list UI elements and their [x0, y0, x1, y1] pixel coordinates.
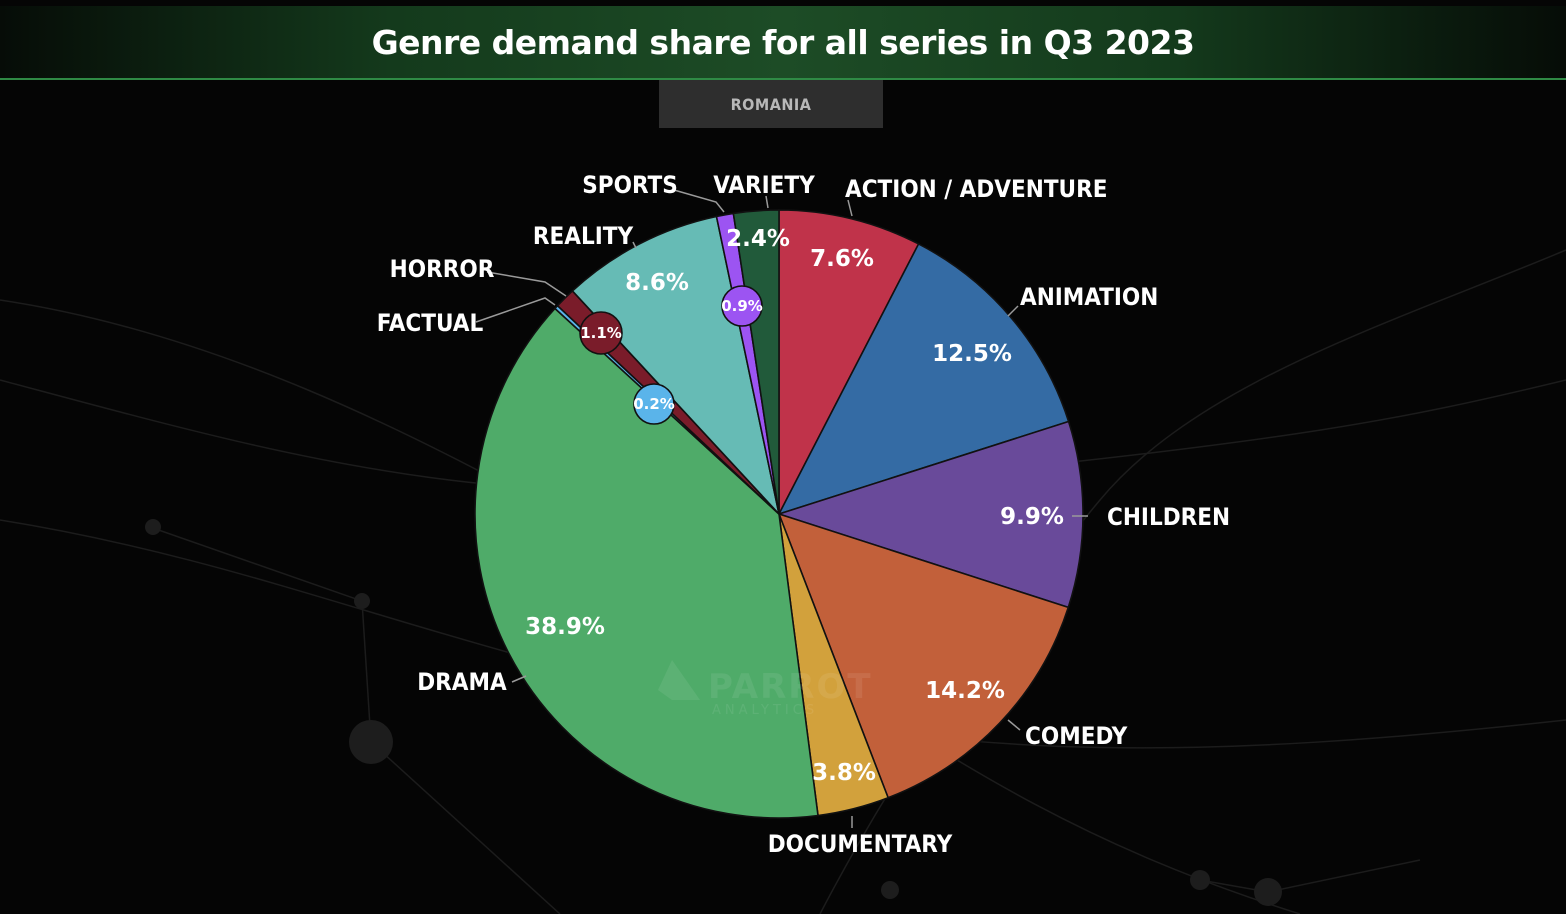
slice-children — [776, 420, 1084, 609]
category-label-action-adventure: ACTION / ADVENTURE — [845, 175, 1107, 203]
value-label-comedy: 14.2% — [925, 678, 1005, 704]
slice-comedy — [777, 512, 1070, 799]
category-label-comedy: COMEDY — [1025, 722, 1128, 750]
value-label-sports: 0.9% — [721, 297, 763, 315]
category-label-reality: REALITY — [533, 222, 634, 250]
value-label-variety: 2.4% — [726, 226, 790, 252]
slice-action-adventure — [778, 209, 920, 515]
category-label-sports: SPORTS — [582, 171, 678, 199]
category-label-children: CHILDREN — [1107, 503, 1230, 531]
parrot-logo-icon — [658, 660, 700, 700]
category-label-animation: ANIMATION — [1020, 283, 1158, 311]
value-label-reality: 8.6% — [625, 270, 689, 296]
leader-variety — [765, 195, 769, 209]
slice-animation — [777, 242, 1070, 516]
pie-slices — [474, 209, 1084, 819]
region-badge: ROMANIA — [659, 80, 883, 128]
category-label-factual: FACTUAL — [377, 309, 484, 337]
value-label-animation: 12.5% — [932, 341, 1012, 367]
category-label-horror: HORROR — [390, 255, 495, 283]
bubble-sports — [721, 285, 763, 327]
leader-comedy — [1007, 719, 1021, 731]
bubble-horror — [579, 311, 623, 355]
leader-animation — [1007, 305, 1019, 317]
value-bubbles: 0.2% 1.1% 0.9% — [579, 285, 763, 425]
value-label-drama: 38.9% — [525, 614, 605, 640]
value-label-action-adventure: 7.6% — [810, 246, 874, 272]
watermark: PARROT ANALYTICS — [658, 660, 873, 718]
leader-drama — [511, 675, 527, 683]
value-label-children: 9.9% — [1000, 504, 1064, 530]
title-bar: Genre demand share for all series in Q3 … — [0, 6, 1566, 80]
leader-reality — [632, 241, 637, 249]
labels: 7.6% ACTION / ADVENTURE 12.5% ANIMATION 9.9%… — [377, 171, 1230, 858]
chart-title: Genre demand share for all series in Q3 … — [371, 22, 1195, 62]
leader-action-adventure — [847, 199, 853, 217]
value-label-factual: 0.2% — [633, 395, 675, 413]
leader-lines — [475, 189, 1088, 828]
value-label-documentary: 3.8% — [812, 760, 876, 786]
leader-horror — [486, 271, 567, 297]
leader-sports — [673, 189, 725, 213]
region-label: ROMANIA — [730, 94, 812, 114]
slice-reality — [571, 215, 781, 517]
watermark-brand: PARROT — [708, 667, 873, 707]
category-label-variety: VARIETY — [713, 171, 815, 199]
leader-factual — [475, 297, 556, 323]
value-label-horror: 1.1% — [580, 324, 622, 342]
watermark-sub: ANALYTICS — [712, 703, 818, 718]
slice-drama — [474, 307, 819, 819]
category-label-drama: DRAMA — [417, 668, 507, 696]
category-label-documentary: DOCUMENTARY — [768, 830, 953, 858]
bubble-factual — [633, 383, 675, 425]
